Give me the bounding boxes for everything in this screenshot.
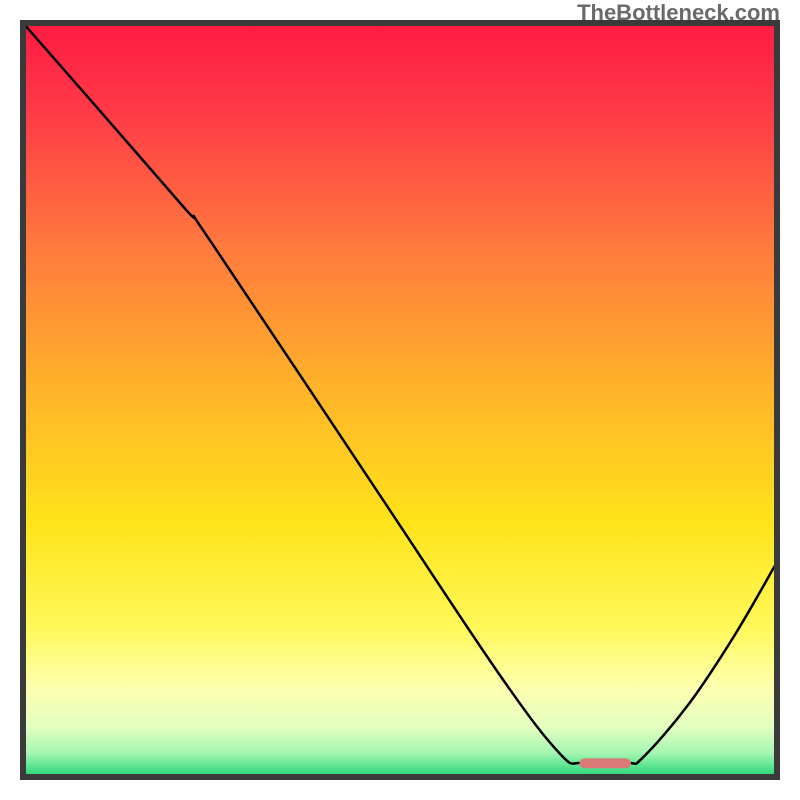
plot-svg (20, 20, 780, 780)
chart-canvas: TheBottleneck.com (0, 0, 800, 800)
plot-area (20, 20, 780, 780)
optimal-marker (579, 758, 631, 768)
watermark-text: TheBottleneck.com (577, 0, 780, 26)
gradient-background (20, 20, 780, 780)
